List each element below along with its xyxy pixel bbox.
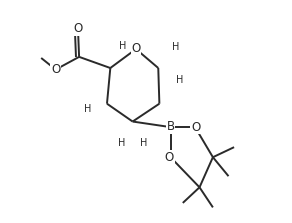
Text: B: B [166,120,175,133]
Text: H: H [118,138,125,148]
Text: H: H [172,42,180,52]
Text: O: O [51,63,60,76]
Text: O: O [191,121,200,134]
Text: H: H [176,75,183,85]
Text: O: O [73,22,83,35]
Text: O: O [131,42,140,55]
Text: H: H [84,104,92,114]
Text: H: H [119,41,126,51]
Text: H: H [140,138,147,148]
Text: O: O [165,151,174,164]
